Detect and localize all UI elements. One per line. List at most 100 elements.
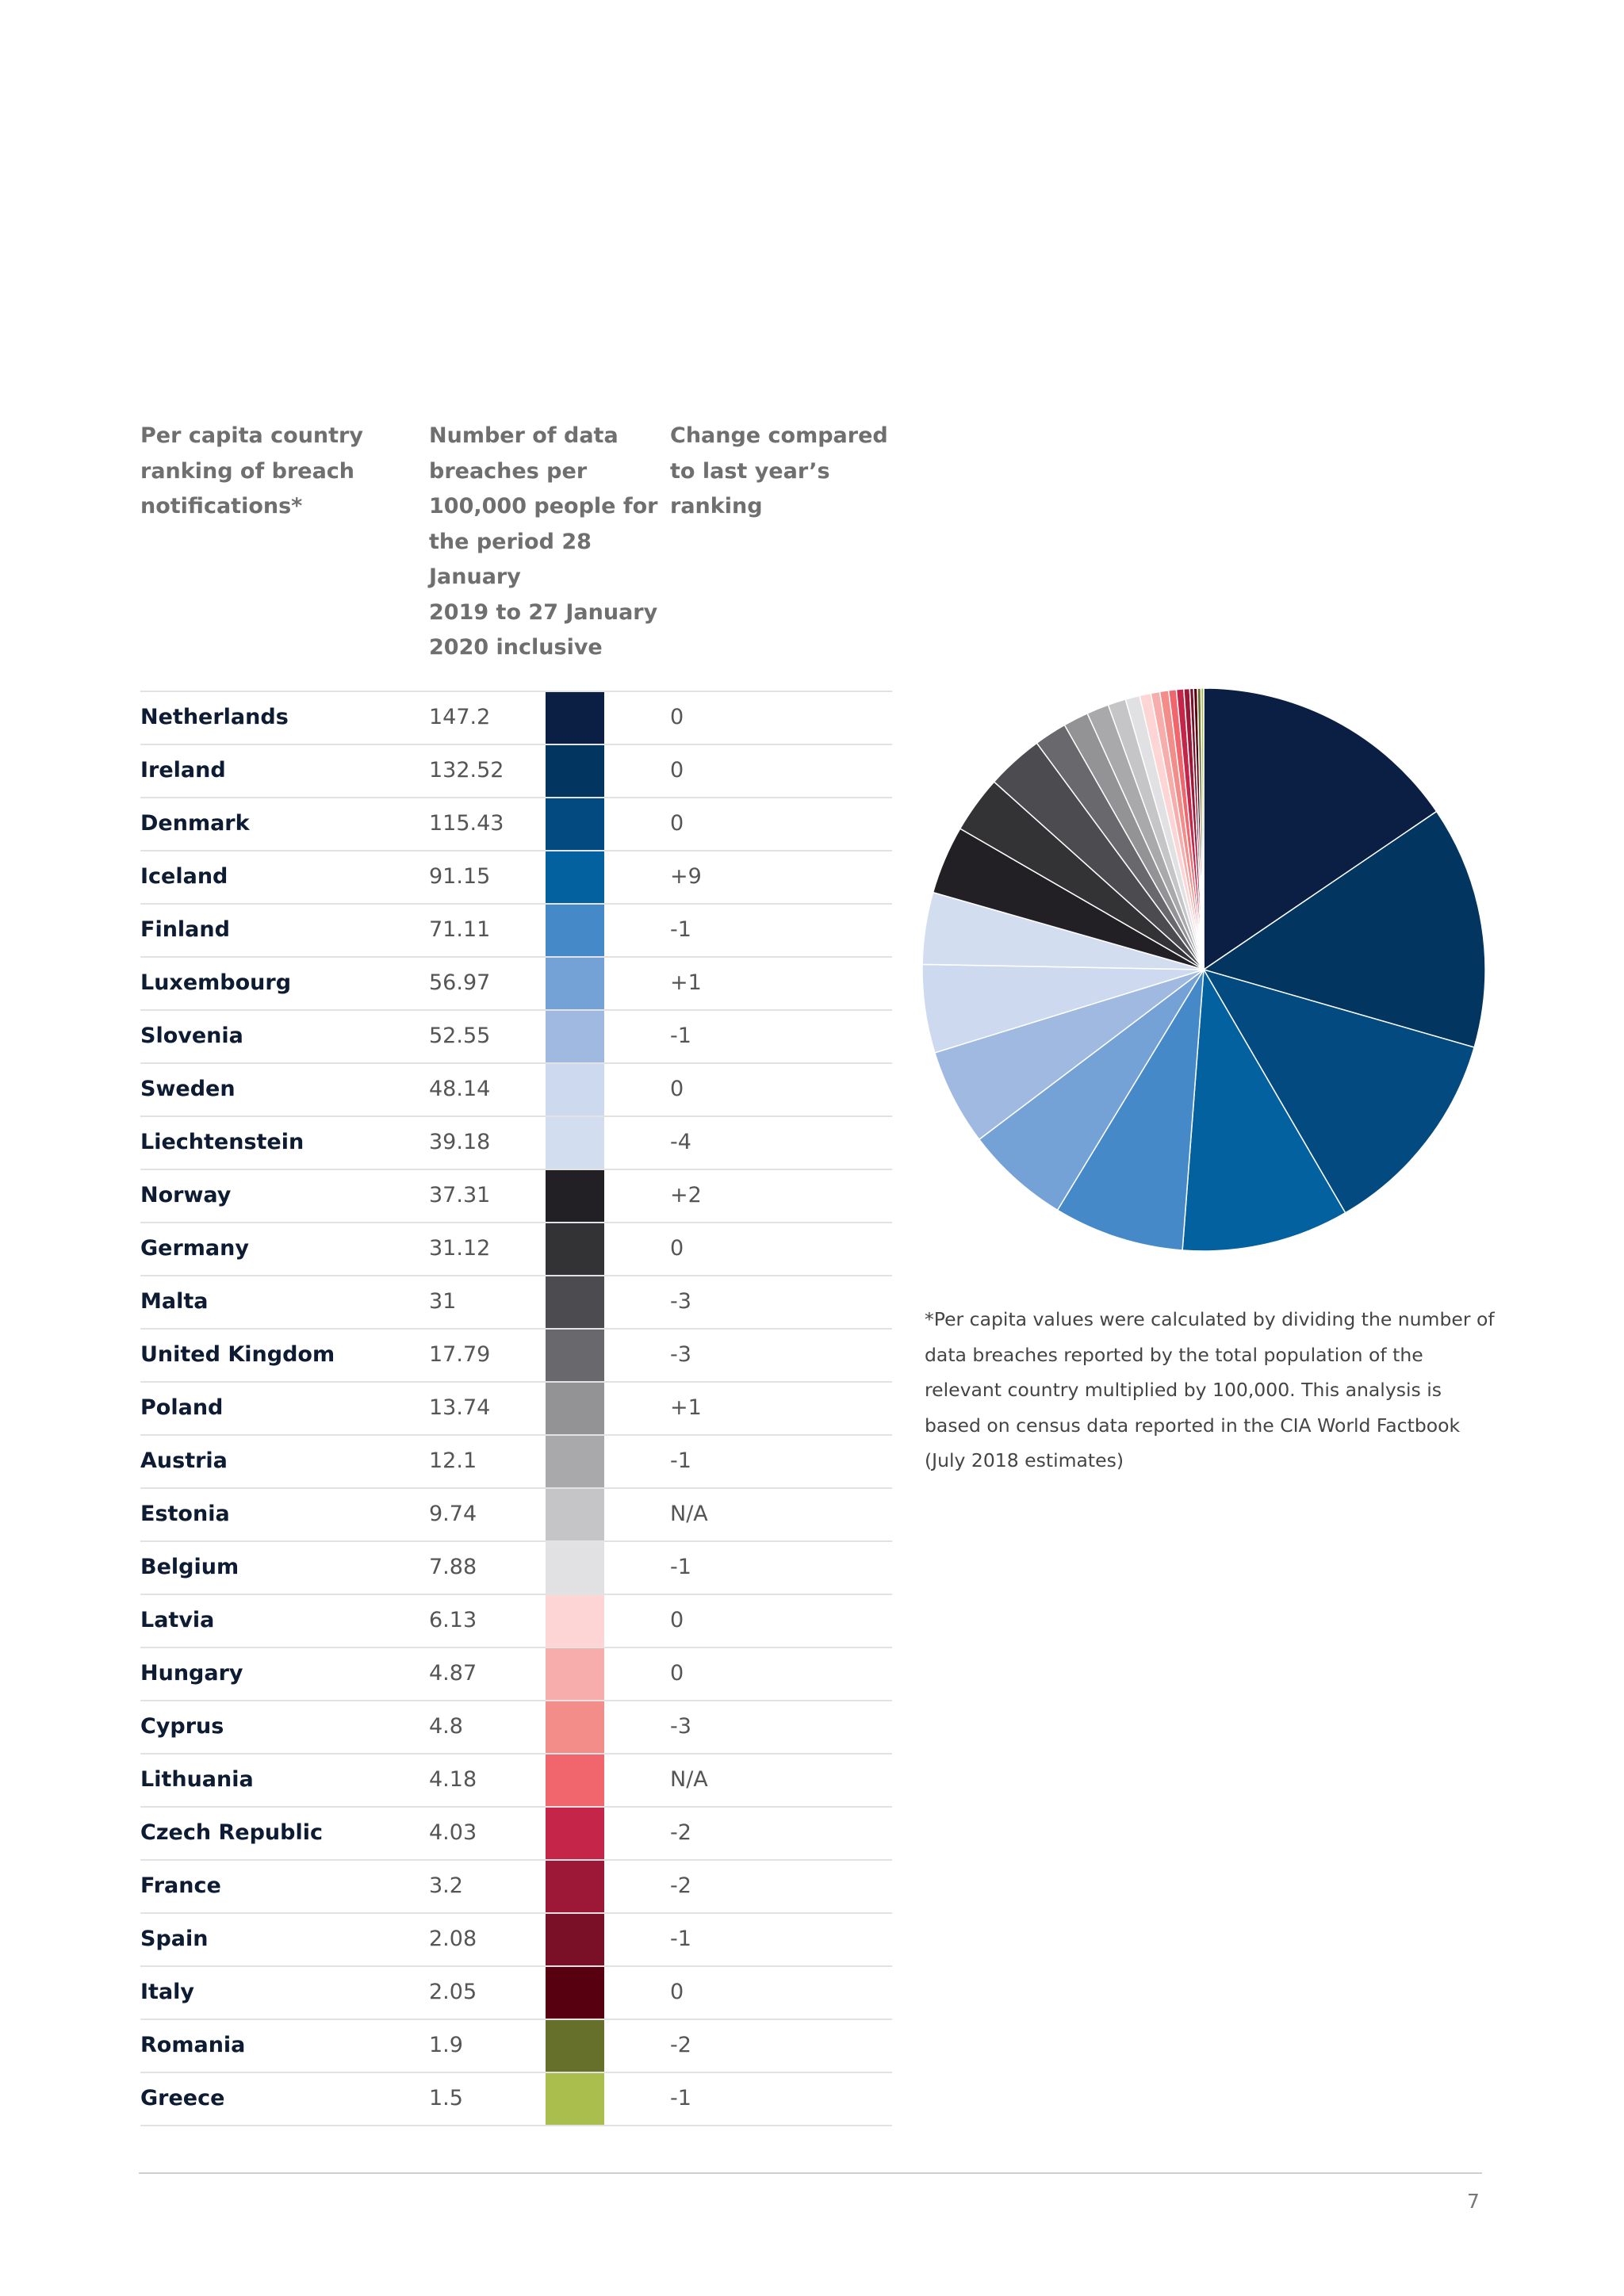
rank-change: -3	[670, 1714, 691, 1739]
breach-value: 12.1	[429, 1448, 477, 1473]
table-row: Czech Republic 4.03 -2	[140, 1806, 892, 1859]
color-swatch	[546, 692, 604, 744]
country-name: Iceland	[140, 864, 228, 889]
color-swatch	[546, 1648, 604, 1700]
rank-change: -1	[670, 917, 691, 942]
rank-change: +1	[670, 970, 702, 995]
country-name: Belgium	[140, 1555, 239, 1579]
header-change-text: Change compared to last year’s ranking	[670, 423, 888, 519]
breach-value: 115.43	[429, 811, 504, 836]
country-name: Hungary	[140, 1661, 243, 1686]
table-row: Liechtenstein 39.18 -4	[140, 1115, 892, 1169]
pie-slice-denmark	[1202, 968, 1476, 1214]
rank-change: -2	[670, 2033, 691, 2057]
rank-change: -3	[670, 1289, 691, 1314]
table-row: Netherlands 147.2 0	[140, 691, 892, 744]
country-name: Germany	[140, 1236, 249, 1261]
breach-value: 147.2	[429, 705, 491, 729]
country-name: Malta	[140, 1289, 209, 1314]
pie-slice-greece	[1200, 687, 1205, 970]
pie-slice-iceland	[1182, 967, 1346, 1252]
rank-change: -1	[670, 1448, 691, 1473]
table-row: Finland 71.11 -1	[140, 903, 892, 956]
table-row: Germany 31.12 0	[140, 1222, 892, 1275]
breach-value: 4.03	[429, 1820, 477, 1845]
country-name: Luxembourg	[140, 970, 292, 995]
breach-value: 7.88	[429, 1555, 477, 1579]
color-swatch	[546, 1967, 604, 2019]
table-row: Greece 1.5 -1	[140, 2072, 892, 2126]
table-row: France 3.2 -2	[140, 1859, 892, 1912]
table-row: Estonia 9.74 N/A	[140, 1487, 892, 1540]
header-country: Per capita country ranking of breach not…	[140, 419, 402, 525]
color-swatch	[546, 1489, 604, 1540]
table-row: Malta 31 -3	[140, 1275, 892, 1328]
color-swatch	[546, 958, 604, 1009]
table-row: Poland 13.74 +1	[140, 1381, 892, 1434]
color-swatch	[546, 1170, 604, 1222]
country-name: Netherlands	[140, 705, 289, 729]
rank-change: N/A	[670, 1767, 708, 1792]
table-row: Cyprus 4.8 -3	[140, 1700, 892, 1753]
color-swatch	[546, 851, 604, 903]
rank-change: 0	[670, 1980, 684, 2004]
header-value-text: Number of data breaches per 100,000 peop…	[429, 423, 658, 660]
country-name: Denmark	[140, 811, 250, 836]
country-name: Sweden	[140, 1077, 236, 1101]
color-swatch	[546, 1383, 604, 1434]
color-swatch	[546, 1436, 604, 1487]
rank-change: 0	[670, 758, 684, 783]
breach-value: 6.13	[429, 1608, 477, 1632]
color-swatch	[546, 1808, 604, 1859]
country-name: France	[140, 1873, 221, 1898]
table-row: Iceland 91.15 +9	[140, 850, 892, 903]
rank-change: +9	[670, 864, 702, 889]
table-row: Denmark 115.43 0	[140, 797, 892, 850]
rank-change: -2	[670, 1820, 691, 1845]
table-row: Italy 2.05 0	[140, 1965, 892, 2019]
breach-value: 13.74	[429, 1395, 491, 1420]
country-name: Norway	[140, 1183, 232, 1207]
rank-change: -2	[670, 1873, 691, 1898]
table-row: Ireland 132.52 0	[140, 744, 892, 797]
color-swatch	[546, 1861, 604, 1912]
color-swatch	[546, 905, 604, 956]
rank-change: 0	[670, 811, 684, 836]
breach-value: 31.12	[429, 1236, 491, 1261]
country-name: Latvia	[140, 1608, 215, 1632]
breach-value: 1.9	[429, 2033, 463, 2057]
table-row: Norway 37.31 +2	[140, 1169, 892, 1222]
country-name: Spain	[140, 1927, 209, 1951]
color-swatch	[546, 1914, 604, 1965]
color-swatch	[546, 1595, 604, 1647]
country-name: Estonia	[140, 1502, 230, 1526]
country-name: Lithuania	[140, 1767, 254, 1792]
breach-value: 9.74	[429, 1502, 477, 1526]
rank-change: -1	[670, 1555, 691, 1579]
breach-value: 56.97	[429, 970, 491, 995]
color-swatch	[546, 2020, 604, 2072]
footnote: *Per capita values were calculated by di…	[925, 1308, 1495, 1471]
rank-change: 0	[670, 1608, 684, 1632]
pie-slice-luxembourg	[978, 969, 1205, 1211]
table-row: Spain 2.08 -1	[140, 1912, 892, 1965]
table-row: Sweden 48.14 0	[140, 1062, 892, 1115]
breach-value: 2.08	[429, 1927, 477, 1951]
header-change: Change compared to last year’s ranking	[670, 419, 908, 525]
rank-change: 0	[670, 705, 684, 729]
table-row: Romania 1.9 -2	[140, 2019, 892, 2072]
header-value: Number of data breaches per 100,000 peop…	[429, 419, 667, 666]
breach-value: 3.2	[429, 1873, 463, 1898]
rank-change: -3	[670, 1342, 691, 1367]
breach-value: 4.18	[429, 1767, 477, 1792]
color-swatch	[546, 2073, 604, 2125]
pie-slice-finland	[1056, 969, 1205, 1251]
color-swatch	[546, 1276, 604, 1328]
rank-change: 0	[670, 1236, 684, 1261]
footer-divider	[139, 2172, 1482, 2174]
country-name: Czech Republic	[140, 1820, 323, 1845]
rank-change: -1	[670, 2086, 691, 2110]
breach-value: 4.87	[429, 1661, 477, 1686]
color-swatch	[546, 1117, 604, 1169]
color-swatch	[546, 798, 604, 850]
